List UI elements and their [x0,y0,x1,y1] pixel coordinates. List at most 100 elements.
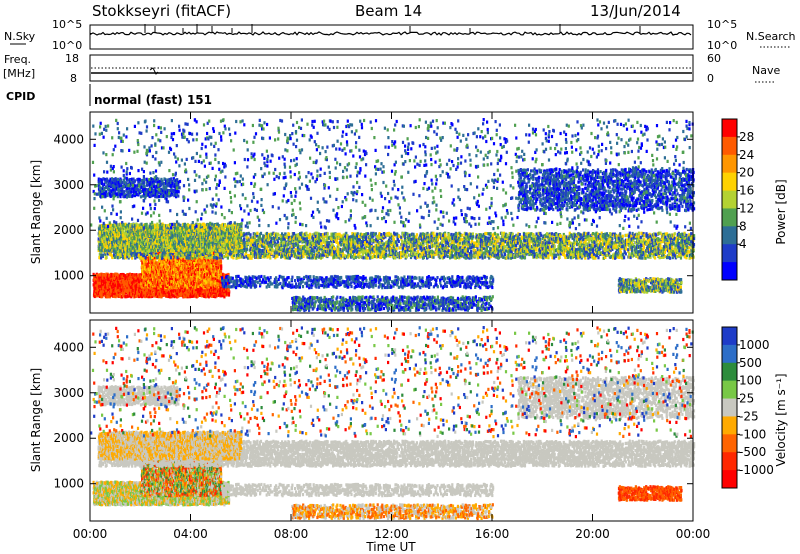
power-cell [119,292,122,297]
power-cell [184,271,187,275]
power-cell [154,269,157,274]
power-cell [203,294,206,298]
power-cell [194,290,197,294]
power-cell [152,293,155,297]
power-cell [166,290,169,295]
power-cell [189,294,192,299]
power-cell [169,282,172,286]
power-cell [112,288,115,292]
power-cell [153,277,156,281]
power-cell [219,260,223,264]
power-cell [144,275,147,279]
power-cell [180,293,183,298]
power-cell [249,233,252,237]
power-cell [130,295,133,299]
power-cell [160,273,164,277]
power-cell [212,287,215,291]
power-cell [149,289,152,293]
power-cell [142,281,145,285]
power-cell [146,275,149,279]
power-cell [120,274,123,278]
power-cell [196,270,199,274]
power-cell [153,281,156,285]
power-cell [165,263,168,268]
power-cell [127,294,130,298]
power-cell [178,271,181,276]
power-cell [177,280,180,285]
power-cell [158,281,161,286]
power-cell [169,284,172,288]
power-cell [141,285,144,289]
power-cell [194,262,197,266]
power-cell [192,285,195,289]
power-cell [188,288,191,292]
power-cell [176,259,179,263]
power-cell [123,273,126,277]
power-cell [224,273,227,277]
power-cell [172,281,176,285]
power-cell [183,292,186,297]
power-cell [174,280,177,284]
power-cell [95,283,98,288]
power-cell [106,284,110,289]
freq-label: Freq. [4,53,31,66]
power-cell [146,265,149,269]
power-cell [305,231,308,235]
power-cell [216,291,219,295]
power-cell [207,295,210,299]
power-cell [130,290,133,294]
power-cell [188,279,191,283]
power-cell [162,281,166,285]
power-cell [186,264,189,268]
power-cell [178,283,181,288]
power-cell [210,259,213,263]
power-cell [215,289,218,293]
power-cell [226,256,229,260]
power-cell [123,278,126,282]
power-cell [177,251,181,255]
power-cell [107,291,110,295]
power-cell [184,275,187,279]
power-cell [143,267,146,271]
power-cell [140,283,143,287]
power-cell [171,276,174,281]
power-cell [153,259,156,263]
power-cell [105,255,108,259]
power-cell [160,260,163,264]
power-cell [124,295,127,299]
nsearch-label: N.Search [746,30,796,43]
power-cell [98,282,101,286]
power-cell [141,263,144,267]
power-cell [178,259,182,263]
power-cell [148,275,151,279]
power-cell [117,281,120,285]
power-cell [135,287,138,291]
power-cell [126,275,129,279]
power-cell [203,278,206,282]
power-cell [142,283,146,288]
power-cell [288,232,291,237]
power-cell [191,270,194,274]
power-cell [202,283,205,287]
power-cell [175,274,178,278]
power-cell [200,279,203,283]
cpid-text: normal (fast) 151 [94,93,212,107]
power-cell [144,286,147,290]
power-cell [206,281,209,285]
noise-ytick-left-bottom: 10^0 [52,39,82,52]
power-cell [194,275,197,279]
power-cell [168,292,171,296]
power-cell [111,282,115,286]
power-cell [210,281,213,285]
power-cell [223,295,226,299]
power-cell [243,233,246,237]
power-cell [193,265,196,269]
power-cell [175,267,179,271]
freq-glitch [149,67,159,75]
power-cell [141,269,144,273]
power-cell [189,290,192,294]
power-cell [188,278,191,282]
power-cell [159,273,162,277]
power-cell [121,288,124,293]
power-cell [161,263,164,267]
